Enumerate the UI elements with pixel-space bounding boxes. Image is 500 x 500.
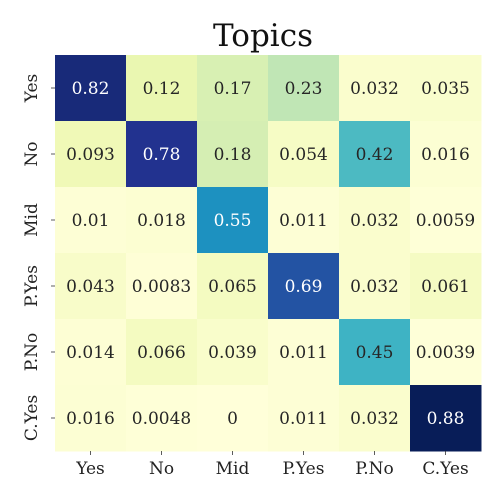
- cell-value-label: 0.0059: [416, 211, 475, 231]
- heatmap-cell: [55, 385, 127, 452]
- cell-value-label: 0.039: [208, 343, 257, 363]
- heatmap-cell: [126, 253, 198, 320]
- heatmap-cell: [339, 385, 411, 452]
- heatmap-cell: [339, 55, 411, 122]
- y-tick-label: P.No: [22, 333, 42, 372]
- heatmap-cell: [126, 187, 198, 254]
- x-tick-label: C.Yes: [422, 459, 468, 479]
- cell-value-label: 0.01: [72, 211, 110, 231]
- cell-value-label: 0.054: [279, 145, 328, 165]
- heatmap-cell: [410, 253, 482, 320]
- x-tick-label: Mid: [216, 459, 250, 479]
- y-tick-label: No: [22, 141, 42, 166]
- x-tick-label: P.No: [355, 459, 394, 479]
- cell-value-label: 0.093: [66, 145, 115, 165]
- heatmap-cell: [410, 121, 482, 188]
- cell-value-label: 0.066: [137, 343, 186, 363]
- heatmap-cell: [197, 121, 269, 188]
- cell-value-label: 0: [227, 409, 238, 429]
- heatmap-cell: [339, 319, 411, 386]
- cell-value-label: 0.011: [279, 211, 328, 231]
- cell-value-label: 0.45: [356, 343, 394, 363]
- cell-value-label: 0.55: [214, 211, 252, 231]
- cell-value-label: 0.88: [427, 409, 465, 429]
- heatmap-cell: [55, 319, 127, 386]
- heatmap-cell: [55, 55, 127, 122]
- x-tick-label: No: [149, 459, 174, 479]
- y-tick-labels: Yes No Mid P.Yes P.No C.Yes: [22, 74, 55, 441]
- cell-value-label: 0.69: [285, 277, 323, 297]
- cell-value-label: 0.0039: [416, 343, 475, 363]
- heatmap-cell: [339, 121, 411, 188]
- cell-value-label: 0.011: [279, 409, 328, 429]
- cell-value-label: 0.032: [350, 79, 399, 99]
- heatmap-cell: [126, 55, 198, 122]
- cell-value-label: 0.061: [421, 277, 470, 297]
- cell-value-label: 0.23: [285, 79, 323, 99]
- heatmap-cell: [197, 55, 269, 122]
- cell-value-label: 0.018: [137, 211, 186, 231]
- heatmap-cell: [410, 385, 482, 452]
- heatmap-cell: [55, 187, 127, 254]
- heatmap-cell: [126, 121, 198, 188]
- cell-value-label: 0.032: [350, 211, 399, 231]
- heatmap-cell: [268, 55, 340, 122]
- heatmap-cell: [268, 385, 340, 452]
- x-tick-label: Yes: [75, 459, 105, 479]
- heatmap-cell: [55, 253, 127, 320]
- cell-value-label: 0.011: [279, 343, 328, 363]
- cell-value-label: 0.043: [66, 277, 115, 297]
- cell-value-label: 0.18: [214, 145, 252, 165]
- cell-value-label: 0.42: [356, 145, 394, 165]
- heatmap-cell: [197, 319, 269, 386]
- heatmap-cell: [55, 121, 127, 188]
- chart-title: Topics: [213, 18, 313, 54]
- heatmap-cells: 0.82 0.12 0.17 0.23 0.032 0.035 0.093 0.78 0.18 0…: [55, 55, 482, 452]
- cell-value-label: 0.12: [143, 79, 181, 99]
- cell-value-label: 0.014: [66, 343, 115, 363]
- heatmap-cell: [126, 385, 198, 452]
- cell-value-label: 0.035: [421, 79, 470, 99]
- x-tick-label: P.Yes: [283, 459, 325, 479]
- heatmap-cell: [197, 385, 269, 452]
- heatmap-cell: [268, 187, 340, 254]
- cell-value-label: 0.82: [72, 79, 110, 99]
- cell-value-label: 0.016: [421, 145, 470, 165]
- y-tick-label: Yes: [22, 74, 42, 104]
- cell-value-label: 0.016: [66, 409, 115, 429]
- cell-value-label: 0.78: [143, 145, 181, 165]
- heatmap-cell: [197, 253, 269, 320]
- heatmap-cell: [339, 253, 411, 320]
- cell-value-label: 0.0048: [132, 409, 191, 429]
- heatmap-cell: [126, 319, 198, 386]
- heatmap-cell: [410, 319, 482, 386]
- heatmap-cell: [410, 187, 482, 254]
- x-tick-labels: Yes No Mid P.Yes P.No C.Yes: [75, 451, 469, 479]
- y-tick-label: C.Yes: [22, 395, 42, 441]
- cell-value-label: 0.032: [350, 277, 399, 297]
- cell-value-label: 0.17: [214, 79, 252, 99]
- heatmap-cell: [268, 319, 340, 386]
- heatmap-cell: [339, 187, 411, 254]
- cell-value-label: 0.0083: [132, 277, 191, 297]
- heatmap-cell: [268, 121, 340, 188]
- heatmap-cell: [197, 187, 269, 254]
- cell-value-label: 0.065: [208, 277, 257, 297]
- cell-value-label: 0.032: [350, 409, 399, 429]
- y-tick-label: P.Yes: [22, 265, 42, 307]
- y-tick-label: Mid: [22, 203, 42, 237]
- heatmap-cell: [410, 55, 482, 122]
- heatmap-cell: [268, 253, 340, 320]
